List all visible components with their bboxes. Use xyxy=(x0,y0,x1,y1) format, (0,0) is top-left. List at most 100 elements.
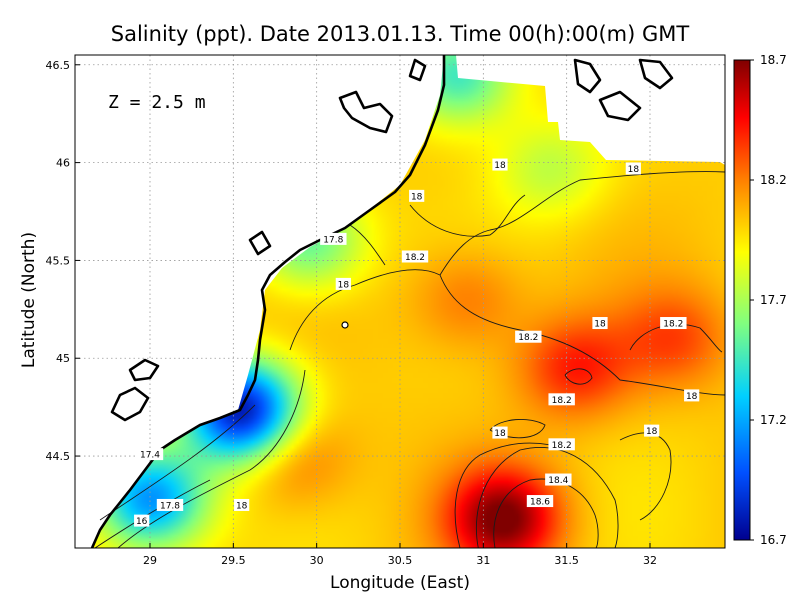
contour-label: 18.4 xyxy=(545,473,572,486)
contour-label-text: 18.4 xyxy=(548,476,568,486)
contour-line xyxy=(349,224,386,266)
x-tick-label: 29.5 xyxy=(221,554,246,567)
contour-label-text: 18 xyxy=(646,427,658,437)
y-axis-ticks: 44.5 45 45.5 46 46.5 xyxy=(46,59,80,463)
contour-label: 16 xyxy=(134,514,150,527)
coastline-segment xyxy=(338,90,394,134)
y-tick-label: 45.5 xyxy=(46,254,71,267)
contour-label-text: 18 xyxy=(494,429,506,439)
x-tick-label: 32 xyxy=(643,554,657,567)
contour-label-text: 18 xyxy=(236,501,248,511)
contour-label-bg xyxy=(492,158,508,171)
x-tick-label: 31.5 xyxy=(554,554,579,567)
contour-label-bg xyxy=(335,277,351,290)
contour-label: 18.2 xyxy=(548,438,575,451)
contour-label: 18.2 xyxy=(660,317,687,330)
x-tick-label: 30 xyxy=(310,554,324,567)
coastline-segment xyxy=(248,230,272,256)
island-marker xyxy=(341,321,349,329)
coastline-segment xyxy=(638,58,674,90)
contour-label: 18 xyxy=(492,426,508,439)
contour-line xyxy=(629,324,723,353)
contour-label: 18 xyxy=(592,317,608,330)
contour-label: 17.8 xyxy=(156,498,184,511)
contour-label-bg xyxy=(592,317,608,330)
colorbar-tick-label: 17.2 xyxy=(760,413,787,427)
contour-label: 18 xyxy=(684,389,700,402)
contour-label-bg xyxy=(320,232,347,245)
contour-line xyxy=(439,171,725,276)
contour-label-bg xyxy=(409,189,425,202)
contour-label-text: 17.8 xyxy=(160,501,180,511)
contour-label: 18 xyxy=(644,424,660,437)
contour-label-text: 18.2 xyxy=(552,441,572,451)
y-tick-label: 44.5 xyxy=(46,450,71,463)
contour-label: 18.2 xyxy=(515,330,542,343)
contour-label: 18 xyxy=(625,162,641,175)
contour-label-bg xyxy=(136,448,164,461)
contour-line xyxy=(94,479,211,548)
chart-title: Salinity (ppt). Date 2013.01.13. Time 00… xyxy=(111,22,690,46)
contour-label-bg xyxy=(492,426,508,439)
coastline-segment xyxy=(573,58,602,94)
colorbar xyxy=(733,59,751,541)
contour-line xyxy=(99,404,256,521)
coastline-segment xyxy=(408,58,427,82)
contour-line xyxy=(619,432,672,521)
contour-label-text: 18 xyxy=(338,280,350,290)
contour-label-text: 18.2 xyxy=(552,396,572,406)
contour-label-bg xyxy=(548,438,575,451)
colorbar-tick-label: 16.7 xyxy=(760,533,787,547)
contour-label-bg xyxy=(644,424,660,437)
x-axis-ticks: 29 29.5 30 30.5 31 31.5 32 xyxy=(143,543,657,567)
contour-label-bg xyxy=(234,498,250,511)
coastline-segment xyxy=(598,90,642,122)
y-tick-label: 46 xyxy=(56,157,70,170)
contour-label: 18.6 xyxy=(526,495,554,508)
contour-label-bg xyxy=(660,317,687,330)
contour-label: 17.8 xyxy=(320,232,347,245)
land-west xyxy=(75,55,444,548)
y-tick-label: 45 xyxy=(56,352,70,365)
contour-label-text: 18.6 xyxy=(530,498,550,508)
contour-label-text: 18.2 xyxy=(663,320,683,330)
contour-label-text: 18 xyxy=(594,320,606,330)
contour-label-bg xyxy=(545,473,572,486)
y-tick-label: 46.5 xyxy=(46,59,71,72)
x-tick-label: 30.5 xyxy=(388,554,413,567)
contour-labels: 16 17.4 17.8 18 17.8 18 18.2 18 18 18 18 18.2 18.2 18… xyxy=(134,158,700,527)
contour-label: 18 xyxy=(335,277,351,290)
contour-label-bg xyxy=(156,498,184,511)
coastline-segment xyxy=(110,386,150,422)
contour-lines xyxy=(94,171,725,548)
colorbar-tick-label: 17.7 xyxy=(760,293,787,307)
contour-label: 18.2 xyxy=(548,393,575,406)
contour-label-bg xyxy=(134,514,150,527)
x-axis-label: Longitude (East) xyxy=(330,573,470,593)
coastline-segment xyxy=(128,358,160,382)
y-axis-label: Latitude (North) xyxy=(19,232,39,368)
colorbar-tick-label: 18.2 xyxy=(760,173,787,187)
contour-label-text: 16 xyxy=(136,517,148,527)
contour-label-text: 17.8 xyxy=(323,235,343,245)
contour-label-bg xyxy=(401,250,429,263)
contour-label: 18.2 xyxy=(401,250,429,263)
contour-label-text: 18 xyxy=(628,165,640,175)
contour-label: 18 xyxy=(492,158,508,171)
contour-line xyxy=(564,368,593,385)
contour-line xyxy=(489,419,546,439)
contour-line xyxy=(454,442,571,548)
contour-label-text: 18 xyxy=(494,161,506,171)
contour-line xyxy=(117,369,306,548)
contour-label-text: 17.4 xyxy=(140,451,160,461)
contour-label: 18 xyxy=(234,498,250,511)
contour-line xyxy=(409,194,526,237)
contour-label-bg xyxy=(684,389,700,402)
contour-label-bg xyxy=(625,162,641,175)
depth-annotation: Z = 2.5 m xyxy=(108,92,206,113)
contour-label: 17.4 xyxy=(136,448,164,461)
contour-label-bg xyxy=(526,495,554,508)
contour-label-text: 18.2 xyxy=(405,253,425,263)
contour-label-text: 18.2 xyxy=(518,333,538,343)
contour-label-bg xyxy=(515,330,542,343)
